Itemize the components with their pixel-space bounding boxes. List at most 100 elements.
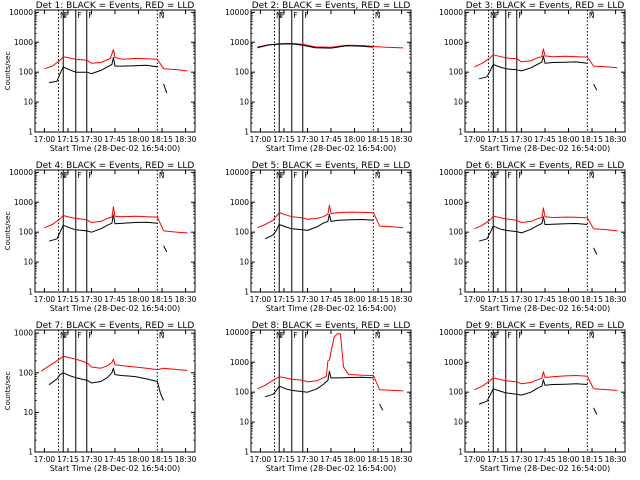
chart-title: Det 3: BLACK = Events, RED = LLD — [466, 1, 625, 11]
chart-panel-det-2: Det 2: BLACK = Events, RED = LLD 1 10 100 10… — [225, 1, 412, 153]
y-tick-label: 1 — [28, 128, 33, 137]
y-tick-label: 10000 — [439, 168, 463, 177]
x-axis-label: Start Time (28-Dec-02 16:54:00) — [480, 304, 611, 313]
y-axis-label: Counts/sec — [4, 372, 12, 411]
x-tick-label: 17:30 — [297, 295, 319, 304]
chart-title: Det 6: BLACK = Events, RED = LLD — [466, 161, 625, 171]
x-tick-label: 17:15 — [487, 135, 509, 144]
y-axis-label: Counts/sec — [4, 52, 12, 91]
x-tick-label: 17:30 — [81, 455, 103, 464]
y-tick-label: 1000 — [444, 358, 463, 367]
chart-title: Det 4: BLACK = Events, RED = LLD — [36, 161, 195, 171]
events-rate-line — [163, 83, 168, 94]
flag-label: N — [276, 11, 282, 20]
flag-label: F — [495, 331, 499, 340]
x-axis-label: Start Time (28-Dec-02 16:54:00) — [266, 144, 397, 153]
x-tick-label: 17:30 — [81, 135, 103, 144]
y-tick-label: 1000 — [444, 38, 463, 47]
y-tick-label: 10000 — [9, 168, 33, 177]
x-tick-label: 17:30 — [511, 135, 533, 144]
y-tick-label: 100 — [449, 68, 464, 77]
y-tick-label: 10000 — [225, 168, 249, 177]
x-tick-label: 17:00 — [464, 455, 486, 464]
x-tick-label: 17:30 — [297, 135, 319, 144]
flag-label: F — [293, 11, 297, 20]
y-tick-label: 100 — [235, 68, 250, 77]
lld-rate-line — [257, 333, 404, 392]
flag-label: F — [507, 331, 511, 340]
x-tick-label: 17:45 — [104, 135, 126, 144]
x-tick-label: 17:15 — [487, 295, 509, 304]
flag-label: N — [589, 171, 595, 180]
x-tick-label: 17:00 — [250, 295, 272, 304]
x-tick-label: 18:00 — [128, 135, 150, 144]
flag-label: N — [159, 11, 165, 20]
y-tick-label: 10000 — [439, 8, 463, 17]
flag-label: F — [65, 11, 69, 20]
x-tick-label: 18:30 — [175, 135, 197, 144]
x-tick-label: 17:00 — [464, 135, 486, 144]
y-tick-label: 100 — [19, 228, 34, 237]
y-tick-label: 1 — [458, 128, 463, 137]
flag-label: F — [77, 331, 81, 340]
lld-rate-line — [41, 355, 188, 372]
x-tick-label: 18:15 — [367, 135, 389, 144]
y-tick-label: 10000 — [9, 8, 33, 17]
x-tick-label: 17:45 — [320, 135, 342, 144]
y-tick-label: 1 — [458, 288, 463, 297]
flag-label: N — [490, 331, 496, 340]
events-rate-line — [379, 403, 384, 411]
flag-label: F — [65, 331, 69, 340]
chart-panel-det-4: Det 4: BLACK = Events, RED = LLD 1 10 100 10… — [4, 161, 197, 313]
flag-label: N — [60, 171, 66, 180]
x-tick-label: 17:45 — [534, 455, 556, 464]
flag-label: F — [88, 331, 92, 340]
lld-rate-line — [474, 207, 618, 232]
flag-label: N — [276, 171, 282, 180]
x-tick-label: 17:45 — [320, 455, 342, 464]
chart-panel-det-3: Det 3: BLACK = Events, RED = LLD 1 10 100 10… — [439, 1, 626, 153]
x-tick-label: 18:00 — [344, 135, 366, 144]
chart-title: Det 9: BLACK = Events, RED = LLD — [466, 321, 625, 331]
x-tick-label: 18:00 — [558, 455, 580, 464]
x-tick-label: 18:00 — [558, 295, 580, 304]
flag-label: F — [495, 11, 499, 20]
x-tick-label: 18:30 — [391, 135, 413, 144]
x-tick-label: 17:00 — [34, 455, 56, 464]
x-tick-label: 17:00 — [250, 455, 272, 464]
y-tick-label: 1000 — [14, 329, 33, 338]
y-tick-label: 1000 — [14, 38, 33, 47]
events-rate-line — [48, 367, 165, 401]
y-tick-label: 1000 — [14, 198, 33, 207]
y-tick-label: 10 — [23, 258, 33, 267]
y-tick-label: 10 — [23, 408, 33, 417]
flag-label: F — [281, 171, 285, 180]
y-tick-label: 100 — [19, 68, 34, 77]
x-tick-label: 17:00 — [34, 295, 56, 304]
flag-label: N — [60, 11, 66, 20]
x-tick-label: 18:00 — [128, 295, 150, 304]
y-tick-label: 10 — [239, 258, 249, 267]
x-tick-label: 18:30 — [175, 455, 197, 464]
x-tick-label: 18:15 — [151, 455, 173, 464]
events-rate-line — [478, 379, 588, 405]
flag-label: N — [159, 331, 165, 340]
flag-label: F — [304, 11, 308, 20]
y-tick-label: 1 — [28, 288, 33, 297]
x-tick-label: 18:00 — [128, 455, 150, 464]
x-tick-label: 17:30 — [511, 295, 533, 304]
flag-label: F — [518, 171, 522, 180]
x-tick-label: 17:15 — [273, 455, 295, 464]
x-tick-label: 17:15 — [57, 295, 79, 304]
flag-label: F — [495, 171, 499, 180]
y-tick-label: 1 — [28, 448, 33, 457]
flag-label: F — [88, 171, 92, 180]
flag-label: F — [304, 331, 308, 340]
y-tick-label: 100 — [449, 228, 464, 237]
chart-title: Det 1: BLACK = Events, RED = LLD — [36, 1, 195, 11]
x-tick-label: 18:15 — [367, 295, 389, 304]
x-tick-label: 17:30 — [511, 455, 533, 464]
y-tick-label: 10000 — [225, 8, 249, 17]
flag-label: N — [159, 171, 165, 180]
